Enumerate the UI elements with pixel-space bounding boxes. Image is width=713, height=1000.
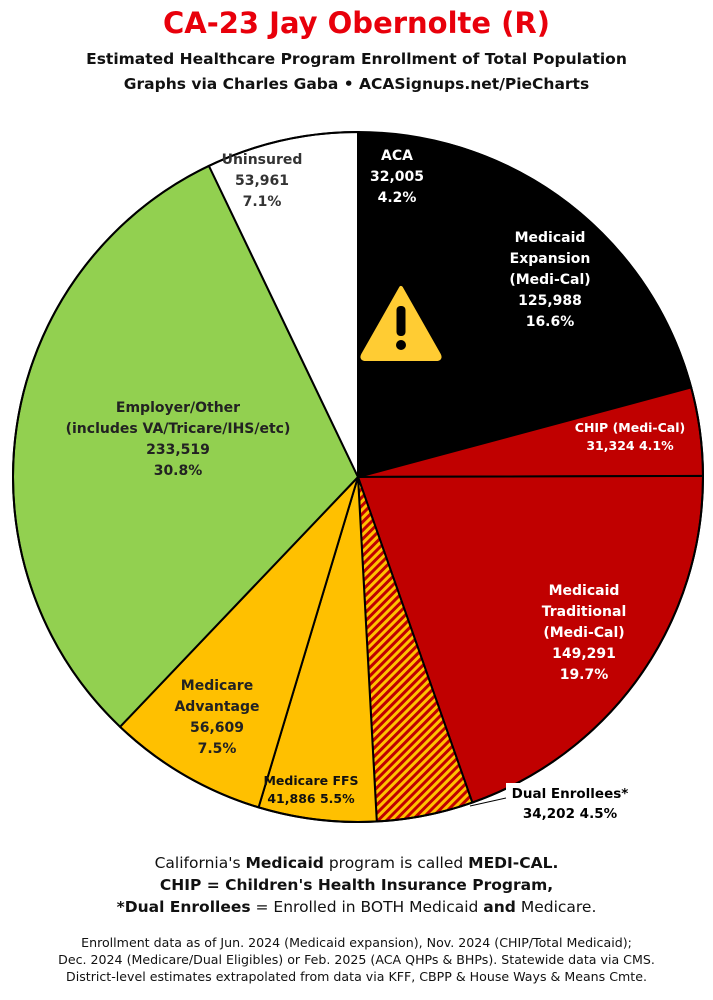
slice-label-employer-other: Employer/Other (includes VA/Tricare/IHS/e… [66, 400, 291, 479]
subtitle-line-1: Estimated Healthcare Program Enrollment … [86, 50, 627, 68]
slice-label-medicaid-traditional: Medicaid Traditional (Medi-Cal) 149,291 19.7… [542, 583, 627, 683]
footer-line-1: California's Medicaid program is called … [154, 854, 559, 872]
warning-exclamation-dot [396, 340, 406, 350]
source-line-1: Enrollment data as of Jun. 2024 (Medicai… [81, 935, 632, 950]
source-line-3: District-level estimates extrapolated fr… [66, 969, 647, 984]
slice-label-medicaid-expansion: Medicaid Expansion (Medi-Cal) 125,988 16.6% [509, 230, 590, 330]
pie-outline [12, 131, 704, 823]
slice-label-uninsured: Uninsured 53,961 7.1% [222, 152, 303, 210]
slice-label-dual-enrollees: Dual Enrollees* 34,202 4.5% [512, 786, 629, 822]
slice-label-medicare-advantage: Medicare Advantage 56,609 7.5% [174, 678, 259, 757]
dual-enrollees-label-background [506, 783, 634, 825]
subtitle-line-2: Graphs via Charles Gaba • ACASignups.net… [123, 75, 590, 93]
footer-line-2: CHIP = Children's Health Insurance Progr… [159, 876, 554, 894]
source-line-2: Dec. 2024 (Medicare/Dual Eligibles) or F… [58, 952, 655, 967]
dual-enrollees-leader-line [469, 797, 507, 807]
page-title: CA-23 Jay Obernolte (R) [162, 6, 551, 40]
slice-label-chip: CHIP (Medi-Cal) 31,324 4.1% [575, 420, 685, 453]
warning-icon [360, 286, 442, 361]
source-notes: Enrollment data as of Jun. 2024 (Medicai… [0, 934, 713, 985]
footer-line-3: *Dual Enrollees = Enrolled in BOTH Medic… [116, 898, 597, 916]
slice-label-medicare-ffs: Medicare FFS 41,886 5.5% [263, 773, 358, 806]
footer-notes: California's Medicaid program is called … [0, 852, 713, 918]
warning-exclamation-bar [396, 306, 406, 336]
slice-label-aca: ACA 32,005 4.2% [370, 148, 424, 206]
